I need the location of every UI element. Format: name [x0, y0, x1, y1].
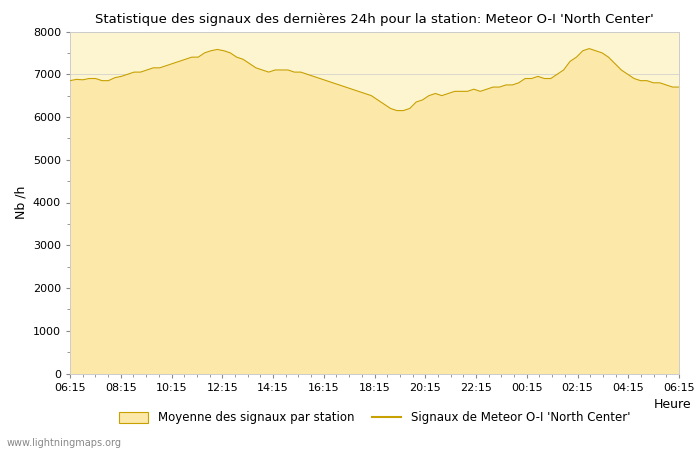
Legend: Moyenne des signaux par station, Signaux de Meteor O-I 'North Center': Moyenne des signaux par station, Signaux…	[114, 407, 635, 429]
Title: Statistique des signaux des dernières 24h pour la station: Meteor O-I 'North Cen: Statistique des signaux des dernières 24…	[95, 13, 654, 26]
X-axis label: Heure: Heure	[654, 398, 691, 411]
Text: www.lightningmaps.org: www.lightningmaps.org	[7, 438, 122, 448]
Y-axis label: Nb /h: Nb /h	[14, 186, 27, 219]
